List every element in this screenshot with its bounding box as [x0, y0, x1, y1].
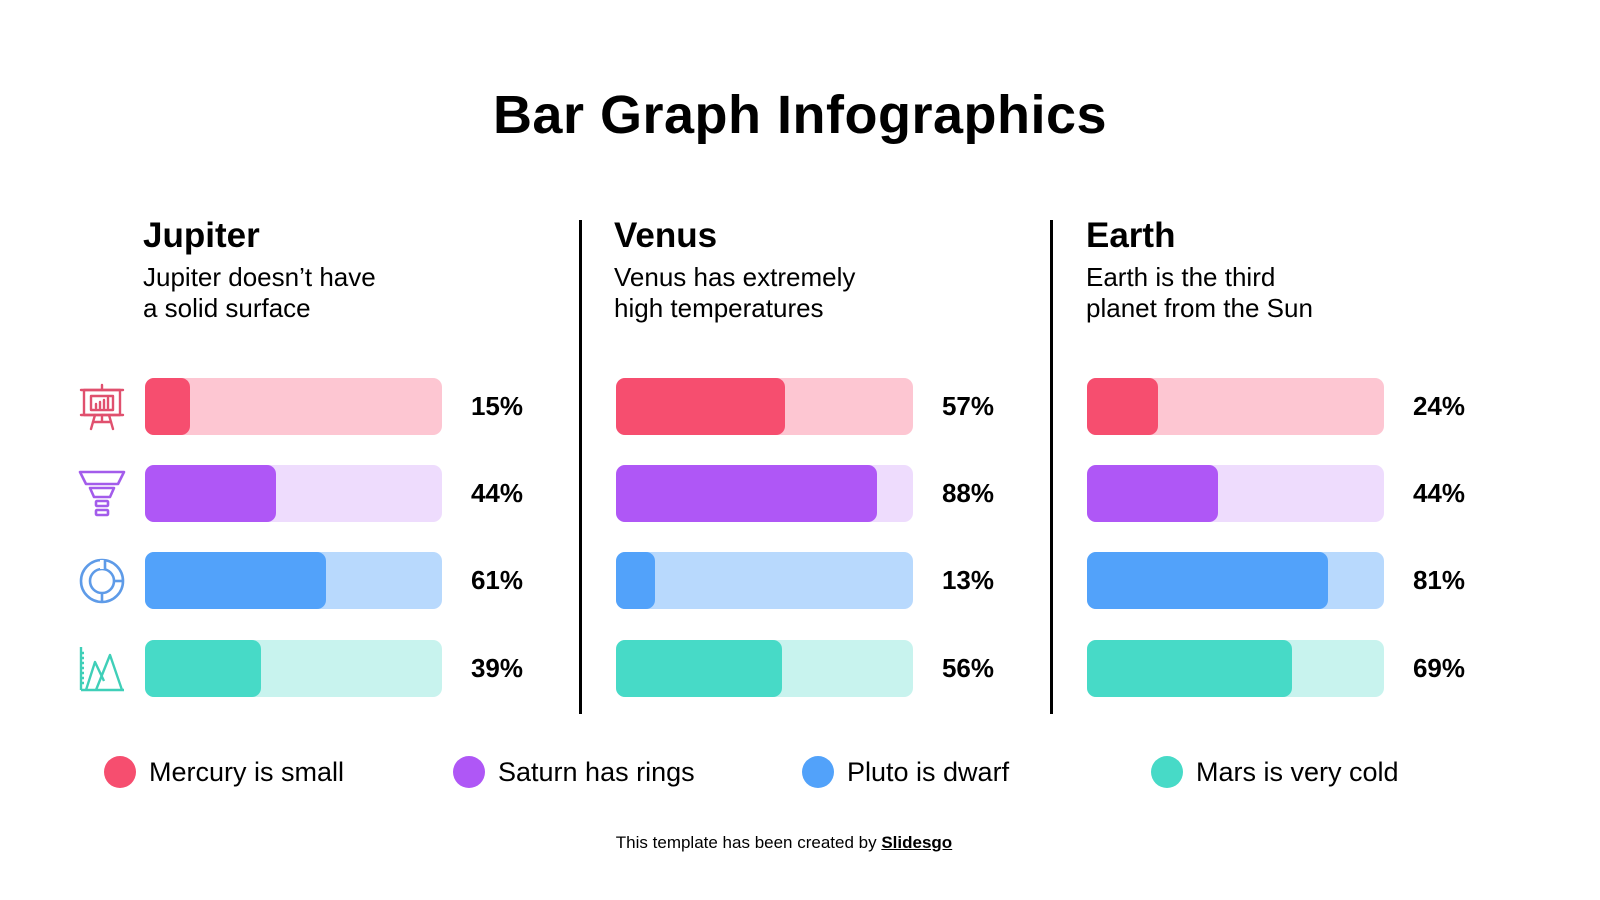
description-line: planet from the Sun — [1086, 293, 1313, 323]
percentage-label: 88% — [941, 478, 995, 508]
legend-dot-icon — [104, 756, 136, 788]
footer-credit: This template has been created by Slides… — [0, 833, 1568, 853]
percentage-label: 24% — [1412, 391, 1466, 421]
bar-fill — [1087, 465, 1218, 522]
bar-fill — [145, 465, 276, 522]
column-title: Venus — [614, 216, 718, 255]
bar-fill — [145, 378, 190, 435]
column-description: Venus has extremely high temperatures — [614, 262, 1014, 324]
bar-track-jupiter-saturn — [145, 465, 442, 522]
bar-fill — [1087, 640, 1292, 697]
bar-fill — [616, 465, 878, 522]
slidesgo-link[interactable]: Slidesgo — [881, 833, 953, 852]
percentage-label: 15% — [470, 391, 524, 421]
column-header-jupiter: Jupiter Jupiter doesn’t have a solid sur… — [143, 214, 543, 324]
column-description: Earth is the third planet from the Sun — [1086, 262, 1486, 324]
legend-label: Saturn has rings — [498, 756, 695, 787]
legend-dot-icon — [453, 756, 485, 788]
description-line: a solid surface — [143, 293, 311, 323]
legend-item-saturn: Saturn has rings — [453, 752, 695, 792]
legend-item-pluto: Pluto is dwarf — [802, 752, 1009, 792]
donut-chart-icon — [79, 558, 125, 604]
description-line: Earth is the third — [1086, 262, 1276, 292]
percentage-label: 81% — [1412, 565, 1466, 595]
bar-fill — [145, 640, 261, 697]
bar-track-venus-mercury — [616, 378, 913, 435]
bar-track-jupiter-mercury — [145, 378, 442, 435]
legend-label: Mars is very cold — [1196, 756, 1399, 787]
legend-dot-icon — [802, 756, 834, 788]
bar-track-earth-mars — [1087, 640, 1384, 697]
percentage-label: 13% — [941, 565, 995, 595]
legend-dot-icon — [1151, 756, 1183, 788]
legend-label: Pluto is dwarf — [847, 756, 1010, 787]
column-header-venus: Venus Venus has extremely high temperatu… — [614, 214, 1014, 324]
bar-fill — [1087, 378, 1159, 435]
bar-fill — [1087, 552, 1328, 609]
bar-track-venus-mars — [616, 640, 913, 697]
area-chart-icon — [79, 647, 124, 692]
percentage-label: 44% — [470, 478, 524, 508]
bar-track-venus-pluto — [616, 552, 913, 609]
bar-track-jupiter-mars — [145, 640, 442, 697]
bar-track-earth-saturn — [1087, 465, 1384, 522]
percentage-label: 39% — [470, 653, 524, 683]
column-title: Earth — [1086, 216, 1176, 255]
bar-track-venus-saturn — [616, 465, 913, 522]
column-divider — [1050, 220, 1053, 714]
percentage-label: 44% — [1412, 478, 1466, 508]
legend-label: Mercury is small — [149, 756, 345, 787]
bar-fill — [616, 640, 783, 697]
bar-track-jupiter-pluto — [145, 552, 442, 609]
bar-track-earth-pluto — [1087, 552, 1384, 609]
footer-text: This template has been created by — [615, 833, 882, 852]
legend-item-mercury: Mercury is small — [104, 752, 344, 792]
percentage-label: 56% — [941, 653, 995, 683]
bar-fill — [616, 378, 786, 435]
percentage-label: 61% — [470, 565, 524, 595]
column-description: Jupiter doesn’t have a solid surface — [143, 262, 543, 324]
legend-item-mars: Mars is very cold — [1151, 752, 1399, 792]
column-header-earth: Earth Earth is the third planet from the… — [1086, 214, 1486, 324]
percentage-label: 57% — [941, 391, 995, 421]
page-title: Bar Graph Infographics — [492, 85, 1108, 145]
bar-fill — [145, 552, 327, 609]
percentage-label: 69% — [1412, 653, 1466, 683]
column-title: Jupiter — [143, 216, 260, 255]
funnel-icon — [78, 470, 126, 517]
description-line: Venus has extremely — [614, 262, 856, 292]
description-line: Jupiter doesn’t have — [143, 262, 376, 292]
bar-track-earth-mercury — [1087, 378, 1384, 435]
column-divider — [579, 220, 582, 714]
bar-fill — [616, 552, 655, 609]
presentation-board-icon — [79, 383, 125, 431]
description-line: high temperatures — [614, 293, 824, 323]
